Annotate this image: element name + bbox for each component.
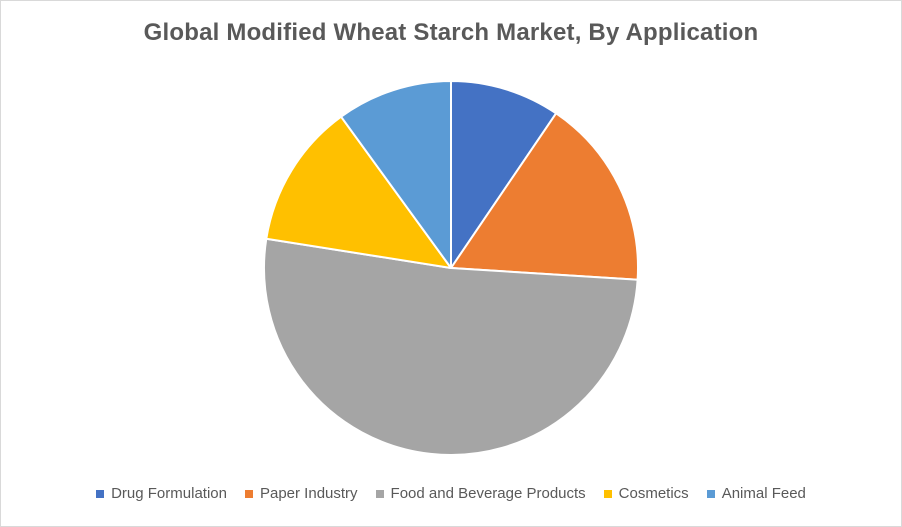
chart-title: Global Modified Wheat Starch Market, By … [143, 19, 759, 46]
legend-label: Animal Feed [721, 485, 806, 502]
legend-swatch-food-and-beverage-products [375, 489, 384, 498]
pie-slice-food-and-beverage-products [263, 237, 639, 456]
legend-item-animal-feed: Animal Feed [706, 485, 806, 502]
legend-swatch-animal-feed [706, 489, 715, 498]
legend-item-food-and-beverage-products: Food and Beverage Products [375, 485, 586, 502]
legend-label: Food and Beverage Products [390, 485, 586, 502]
legend-swatch-cosmetics [603, 489, 612, 498]
legend-label: Cosmetics [618, 485, 689, 502]
legend-item-drug-formulation: Drug Formulation [96, 485, 227, 502]
pie-slice-drug-formulation [450, 80, 558, 269]
legend: Drug Formulation Paper Industry Food and B… [1, 485, 901, 502]
pie-chart [263, 80, 639, 456]
pie-slice-cosmetics [265, 115, 452, 269]
legend-item-cosmetics: Cosmetics [603, 485, 689, 502]
legend-item-paper-industry: Paper Industry [244, 485, 358, 502]
legend-swatch-drug-formulation [96, 489, 105, 498]
pie-slice-animal-feed [340, 80, 452, 269]
legend-swatch-paper-industry [244, 489, 253, 498]
legend-label: Paper Industry [259, 485, 358, 502]
pie-slice-paper-industry [450, 112, 639, 281]
legend-label: Drug Formulation [111, 485, 227, 502]
